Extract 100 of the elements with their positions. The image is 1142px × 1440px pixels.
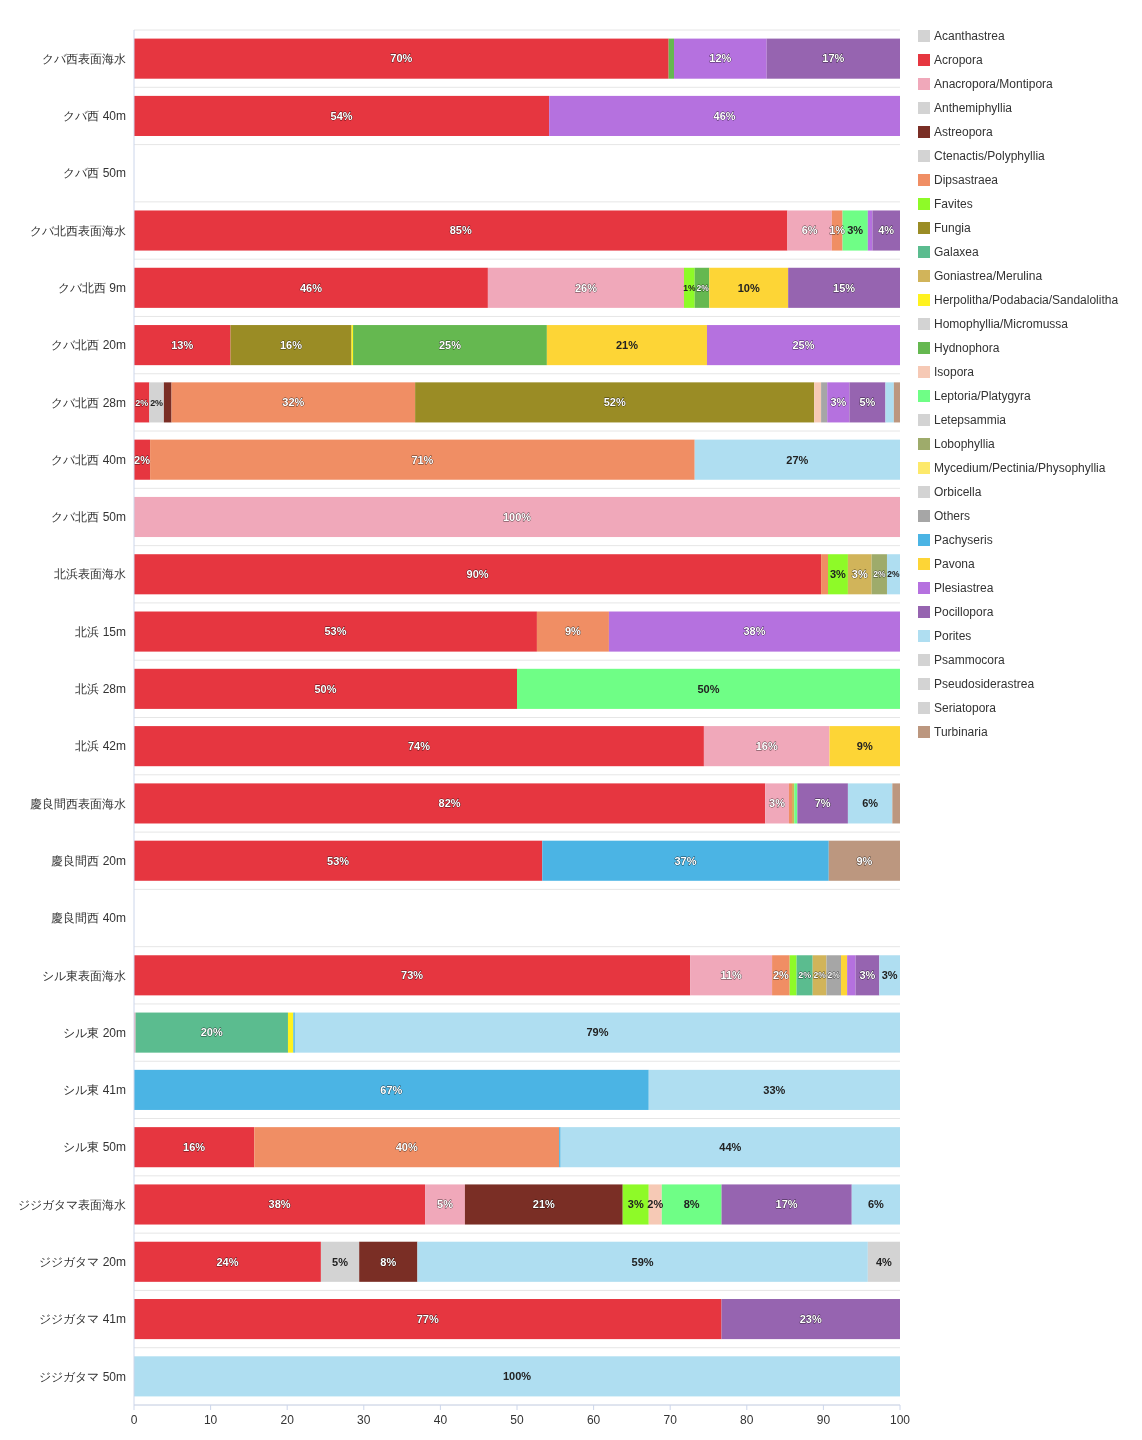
legend-label: Favites (934, 197, 973, 212)
data-label: 16% (183, 1141, 206, 1154)
data-label: 16% (280, 338, 303, 351)
y-tick-label: クバ西 40m (63, 109, 126, 124)
legend-label: Anacropora/Montipora (934, 77, 1054, 92)
data-label: 23% (799, 1312, 822, 1325)
data-label: 3% (851, 568, 868, 581)
y-tick-label: 慶良間西表面海水 (30, 796, 126, 811)
y-tick-label: クバ北西 9m (57, 281, 126, 296)
y-tick-label: ジジガタマ 50m (39, 1369, 126, 1384)
data-label: 9% (564, 625, 582, 638)
data-label: 79% (586, 1026, 609, 1039)
data-label: 27% (786, 453, 809, 466)
y-tick-label: 北浜 28m (75, 682, 126, 697)
x-tick-label: 80 (740, 1413, 754, 1427)
data-label: 44% (719, 1141, 742, 1154)
y-tick-label: 北浜表面海水 (54, 567, 126, 582)
data-label: 90% (466, 568, 489, 581)
legend-label: Herpolitha/Podabacia/Sandalolitha (934, 293, 1119, 308)
data-label: 16% (755, 740, 778, 752)
data-label: 85% (449, 224, 472, 237)
data-label: 40% (395, 1141, 418, 1154)
x-tick-label: 70 (663, 1413, 678, 1427)
legend-label: Acropora (934, 53, 984, 68)
data-label: 21% (615, 338, 639, 351)
data-label: 2% (813, 970, 827, 981)
data-label: 11% (720, 969, 743, 982)
legend-label: Anthemiphyllia (934, 101, 1013, 116)
legend-label: Acanthastrea (934, 29, 1006, 44)
data-label: 20% (200, 1026, 223, 1039)
data-label: 15% (833, 281, 856, 294)
data-label: 100% (502, 1370, 532, 1383)
y-tick-label: 北浜 42m (75, 739, 126, 754)
legend-label: Goniastrea/Merulina (934, 269, 1043, 284)
data-label: 74% (407, 740, 431, 752)
data-label: 53% (327, 854, 350, 867)
data-label: 54% (330, 109, 353, 122)
y-tick-label: ジジガタマ 20m (39, 1254, 126, 1269)
data-label: 50% (697, 682, 720, 695)
x-tick-label: 30 (357, 1413, 371, 1427)
legend-label: Leptoria/Platygyra (934, 389, 1032, 404)
data-label: 2% (772, 969, 790, 982)
legend-label: Turbinaria (934, 725, 988, 740)
data-label: 9% (856, 854, 873, 867)
legend-label: Pseudosiderastrea (934, 677, 1035, 692)
data-label: 67% (380, 1083, 403, 1096)
data-label: 3% (830, 568, 847, 581)
y-tick-label: シル東表面海水 (42, 968, 126, 983)
y-tick-label: クバ北西表面海水 (30, 223, 126, 238)
data-label: 3% (830, 396, 847, 409)
data-label: 13% (171, 338, 194, 351)
legend-label: Mycedium/Pectinia/Physophyllia (934, 461, 1106, 476)
x-tick-label: 20 (280, 1413, 295, 1427)
data-label: 24% (216, 1255, 239, 1268)
legend-label: Pocillopora (934, 605, 994, 620)
x-tick-label: 90 (816, 1413, 831, 1427)
data-label: 6% (862, 797, 879, 810)
data-label: 46% (713, 109, 736, 122)
legend-label: Fungia (934, 221, 972, 236)
legend-label: Homophyllia/Micromussa (934, 317, 1069, 332)
legend-label: Ctenactis/Polyphyllia (934, 149, 1046, 164)
data-label: 25% (792, 338, 815, 351)
legend-label: Lobophyllia (934, 437, 996, 452)
data-label: 59% (631, 1255, 654, 1268)
data-label: 8% (380, 1255, 397, 1268)
data-label: 4% (875, 1255, 893, 1268)
data-label: 5% (437, 1198, 454, 1211)
legend-label: Orbicella (934, 485, 982, 500)
y-tick-label: クバ北西 28m (51, 395, 126, 410)
data-label: 7% (814, 797, 831, 810)
x-tick-label: 0 (130, 1413, 138, 1427)
data-label: 2% (134, 453, 151, 466)
y-tick-label: シル東 41m (63, 1083, 126, 1098)
data-label: 25% (438, 338, 462, 351)
y-tick-label: クバ北西 40m (51, 452, 126, 467)
data-label: 3% (859, 969, 876, 982)
legend-label: Psammocora (934, 653, 1006, 668)
y-tick-label: クバ北西 50m (51, 510, 126, 525)
data-label: 9% (856, 740, 873, 752)
legend-label: Others (934, 509, 971, 524)
data-label: 82% (438, 797, 461, 810)
data-label: 52% (603, 396, 626, 409)
data-label: 2% (873, 569, 886, 580)
data-label: 5% (332, 1255, 349, 1268)
data-label: 12% (709, 52, 732, 65)
data-label: 3% (627, 1198, 644, 1211)
data-label: 50% (314, 682, 337, 695)
data-label: 3% (847, 224, 864, 237)
data-label: 17% (822, 52, 845, 65)
x-tick-label: 50 (510, 1413, 524, 1427)
y-tick-label: 北浜 15m (75, 624, 126, 639)
legend-label: Dipsastraea (934, 173, 999, 188)
data-label: 73% (401, 969, 424, 982)
y-tick-label: ジジガタマ 41m (39, 1312, 126, 1327)
legend-label: Letepsammia (934, 413, 1007, 428)
data-label: 2% (150, 397, 164, 408)
data-label: 8% (683, 1198, 700, 1211)
legend-label: Plesiastrea (934, 581, 994, 596)
data-label: 32% (282, 396, 305, 409)
data-label: 10% (737, 281, 760, 294)
